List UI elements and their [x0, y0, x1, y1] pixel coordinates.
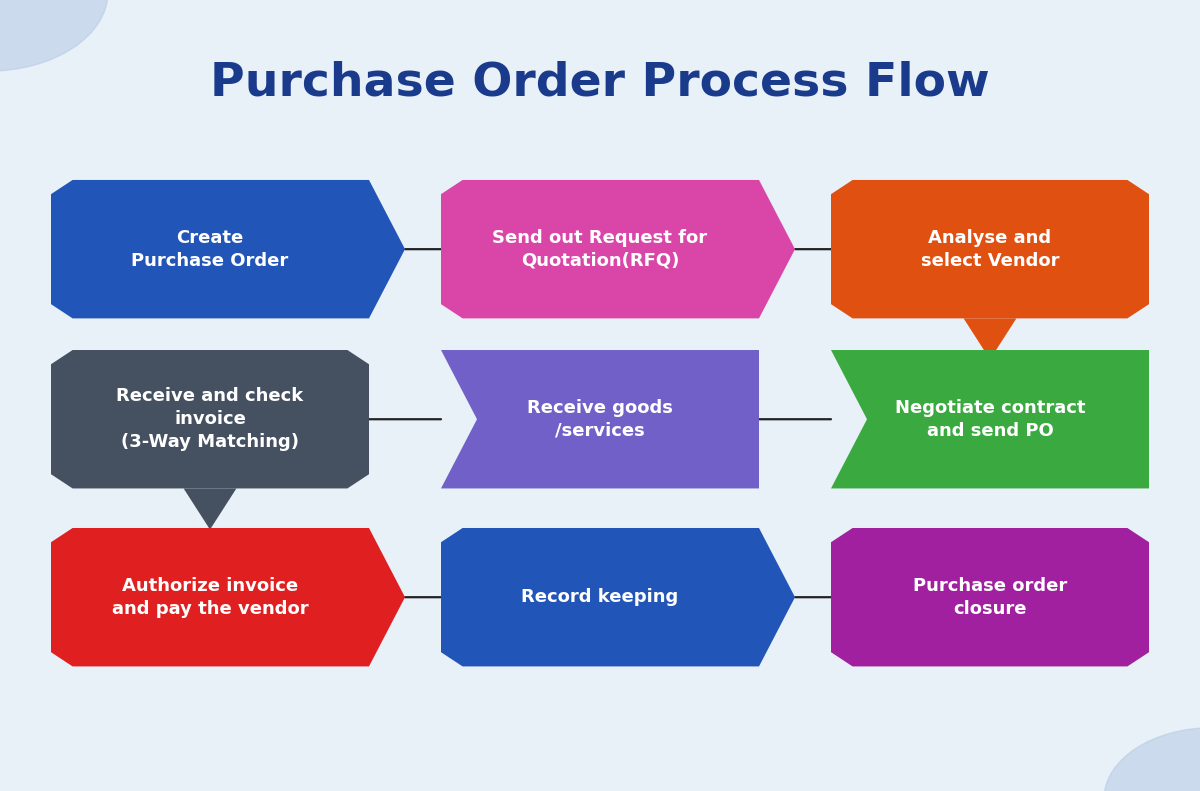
Polygon shape: [442, 180, 796, 318]
Circle shape: [1104, 728, 1200, 791]
Text: Purchase order
closure: Purchase order closure: [913, 577, 1067, 618]
Text: Analyse and
select Vendor: Analyse and select Vendor: [920, 229, 1060, 270]
Polygon shape: [830, 180, 1150, 318]
Text: Purchase Order Process Flow: Purchase Order Process Flow: [210, 61, 990, 105]
Circle shape: [0, 0, 108, 71]
Polygon shape: [964, 318, 1016, 359]
Polygon shape: [830, 350, 1150, 489]
Polygon shape: [442, 528, 796, 666]
Text: Create
Purchase Order: Create Purchase Order: [131, 229, 289, 270]
Text: Receive and check
invoice
(3-Way Matching): Receive and check invoice (3-Way Matchin…: [116, 388, 304, 451]
Polygon shape: [50, 528, 406, 666]
Text: Send out Request for
Quotation(RFQ): Send out Request for Quotation(RFQ): [492, 229, 708, 270]
Text: Receive goods
/services: Receive goods /services: [527, 399, 673, 440]
Polygon shape: [50, 350, 370, 489]
Polygon shape: [830, 528, 1150, 666]
Polygon shape: [442, 350, 760, 489]
Text: Authorize invoice
and pay the vendor: Authorize invoice and pay the vendor: [112, 577, 308, 618]
Polygon shape: [184, 489, 236, 530]
Text: Record keeping: Record keeping: [521, 589, 679, 606]
Polygon shape: [50, 180, 406, 318]
Text: Negotiate contract
and send PO: Negotiate contract and send PO: [895, 399, 1085, 440]
